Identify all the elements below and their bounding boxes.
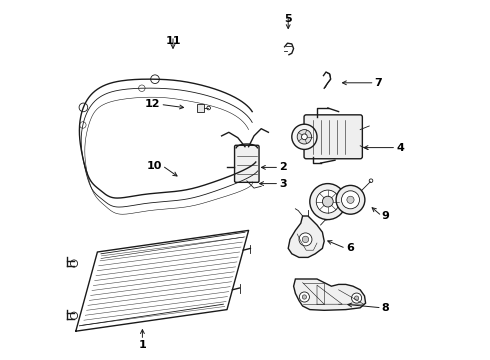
Circle shape <box>71 312 77 319</box>
FancyBboxPatch shape <box>304 115 363 159</box>
Circle shape <box>336 185 365 214</box>
Circle shape <box>299 233 312 246</box>
Circle shape <box>151 75 159 84</box>
Circle shape <box>207 106 210 110</box>
Circle shape <box>347 196 354 203</box>
Circle shape <box>297 130 312 144</box>
Text: 10: 10 <box>147 161 162 171</box>
Circle shape <box>316 190 339 213</box>
Circle shape <box>310 184 346 220</box>
Circle shape <box>322 196 333 207</box>
Text: 2: 2 <box>279 162 287 172</box>
Circle shape <box>302 295 307 299</box>
Text: 9: 9 <box>382 211 390 221</box>
Polygon shape <box>294 279 366 310</box>
Circle shape <box>302 236 309 243</box>
Text: 11: 11 <box>165 36 181 46</box>
Circle shape <box>301 134 307 140</box>
Circle shape <box>79 122 86 128</box>
Circle shape <box>79 103 88 112</box>
Text: 4: 4 <box>396 143 404 153</box>
Polygon shape <box>288 216 324 257</box>
Circle shape <box>351 293 362 303</box>
Text: 5: 5 <box>284 14 292 24</box>
Circle shape <box>292 124 317 149</box>
Text: 6: 6 <box>346 243 354 253</box>
Circle shape <box>354 296 359 300</box>
Text: 12: 12 <box>145 99 160 109</box>
Circle shape <box>342 191 360 209</box>
Circle shape <box>299 292 310 302</box>
Text: 7: 7 <box>374 78 382 88</box>
Text: 8: 8 <box>382 303 390 313</box>
FancyBboxPatch shape <box>235 145 259 182</box>
Circle shape <box>139 85 145 91</box>
Bar <box>197 104 204 112</box>
Circle shape <box>369 179 373 183</box>
Circle shape <box>71 260 77 267</box>
Text: 3: 3 <box>279 179 287 189</box>
Text: 1: 1 <box>139 340 147 350</box>
